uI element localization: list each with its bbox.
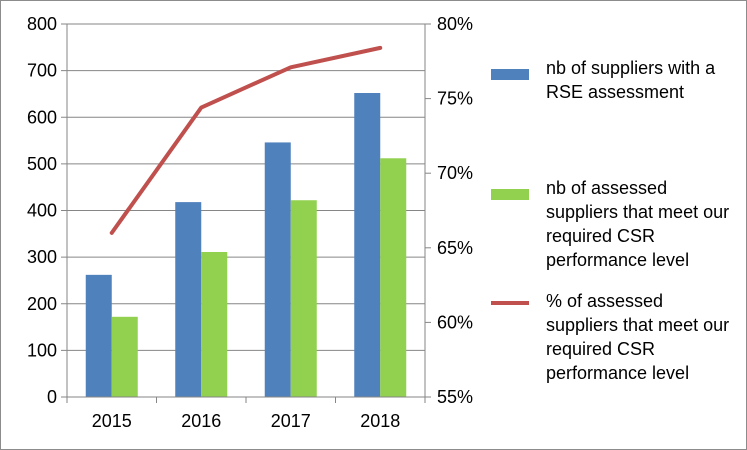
x-axis-ticks: 2015 2016 2017 2018: [92, 411, 401, 431]
x-tick-label: 2018: [360, 411, 400, 431]
y-tick-label: 100: [27, 340, 57, 360]
y2-tick-label: 55%: [437, 387, 473, 407]
y-tick-label: 600: [27, 107, 57, 127]
y-tick-label: 800: [27, 14, 57, 34]
y-tick-label: 0: [47, 387, 57, 407]
y-tick-label: 500: [27, 154, 57, 174]
x-tick-label: 2015: [92, 411, 132, 431]
legend-key-blue: [491, 69, 529, 80]
y2-tick-label: 65%: [437, 238, 473, 258]
y-tick-label: 200: [27, 294, 57, 314]
y-tick-label: 700: [27, 61, 57, 81]
legend-label: nb of suppliers with a RSE assessment: [546, 58, 716, 102]
bar: [380, 158, 407, 397]
series-line: [109, 45, 383, 235]
x-tick-label: 2017: [271, 411, 311, 431]
legend-key-green: [491, 189, 529, 200]
legend-label: % of assessed suppliers that meet our re…: [546, 291, 730, 383]
y2-tick-label: 70%: [437, 163, 473, 183]
line-series: [109, 45, 383, 235]
bar: [264, 142, 291, 397]
bar: [354, 93, 381, 397]
bar: [175, 202, 202, 397]
y-tick-label: 400: [27, 201, 57, 221]
y-axis-left-ticks: 0 100 200 300 400 500 600 700 800: [27, 14, 57, 407]
bars: [85, 93, 407, 397]
bar: [201, 251, 228, 397]
bar: [111, 316, 138, 397]
legend-key-red-line: [491, 301, 529, 305]
y-tick-label: 300: [27, 247, 57, 267]
bar: [85, 274, 112, 397]
y2-tick-label: 80%: [437, 14, 473, 34]
bar: [290, 200, 317, 397]
y2-tick-label: 60%: [437, 312, 473, 332]
x-tick-label: 2016: [181, 411, 221, 431]
legend-label: nb of assessed suppliers that meet our r…: [546, 178, 730, 270]
axes: [61, 23, 431, 403]
y-axis-right-ticks: 55% 60% 65% 70% 75% 80%: [437, 14, 473, 407]
y2-tick-label: 75%: [437, 89, 473, 109]
